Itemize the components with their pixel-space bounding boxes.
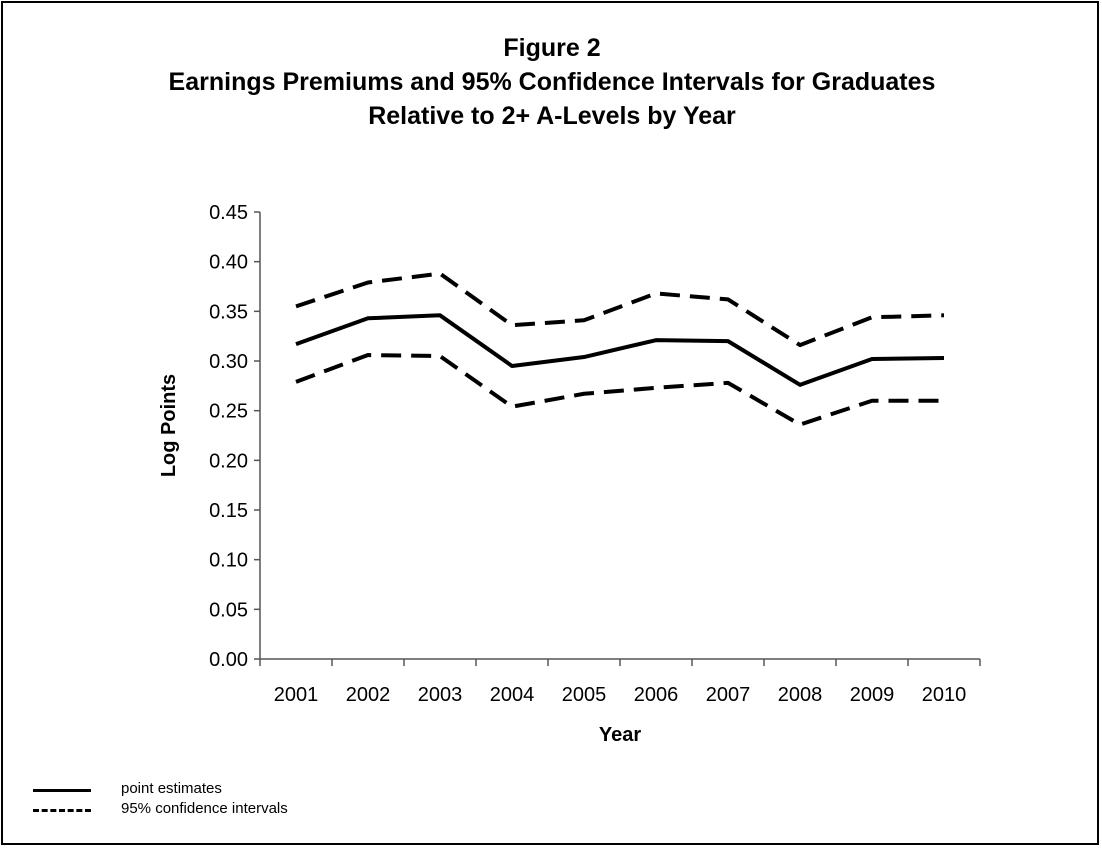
series-layer — [295, 271, 945, 427]
x-tick-label: 2009 — [850, 684, 895, 706]
x-tick-label: 2010 — [922, 684, 967, 706]
y-tick-label: 0.25 — [209, 401, 248, 423]
y-tick-label: 0.15 — [209, 500, 248, 522]
legend-swatch-solid — [33, 789, 91, 792]
x-axis-ticks: 2001 2002 2003 2004 2005 2006 2007 2008 2009 2010 — [259, 659, 981, 706]
x-tick-label: 2002 — [346, 684, 391, 706]
y-tick-label: 0.10 — [209, 550, 248, 572]
y-axis-ticks: 0.00 0.05 0.10 0.15 0.20 0.25 0.30 0.35 0.40 0.45 — [209, 202, 260, 671]
series-point-estimates-line — [295, 313, 945, 387]
x-tick-label: 2001 — [274, 684, 319, 706]
y-tick-label: 0.20 — [209, 450, 248, 472]
x-tick-label: 2008 — [778, 684, 823, 706]
legend-label-point-estimates: point estimates — [121, 780, 222, 797]
x-axis-label: Year — [599, 724, 641, 746]
title-line-1: Figure 2 — [503, 34, 601, 62]
legend-item-confidence-intervals: 95% confidence intervals — [33, 799, 333, 819]
series-lower-ci-line — [295, 353, 944, 427]
x-tick-label: 2006 — [634, 684, 679, 706]
chart-title: Figure 2 Earnings Premiums and 95% Confi… — [3, 31, 1101, 133]
y-tick-label: 0.35 — [209, 301, 248, 323]
series-upper-ci-line — [295, 271, 945, 348]
x-tick-label: 2004 — [490, 684, 535, 706]
legend-item-point-estimates: point estimates — [33, 779, 333, 799]
legend-label-confidence-intervals: 95% confidence intervals — [121, 800, 288, 817]
x-tick-label: 2007 — [706, 684, 751, 706]
title-line-2: Earnings Premiums and 95% Confidence Int… — [168, 68, 936, 96]
y-tick-label: 0.40 — [209, 252, 248, 274]
y-axis-label: Log Points — [158, 374, 180, 477]
x-tick-label: 2005 — [562, 684, 607, 706]
line-chart: 0.00 0.05 0.10 0.15 0.20 0.25 0.30 0.35 0.40 0.45… — [158, 202, 981, 746]
x-tick-label: 2003 — [418, 684, 463, 706]
y-tick-label: 0.00 — [209, 649, 248, 671]
y-tick-label: 0.05 — [209, 599, 248, 621]
axes — [259, 212, 980, 660]
title-line-3: Relative to 2+ A-Levels by Year — [368, 102, 736, 130]
legend-swatch-dashed — [33, 809, 91, 812]
y-tick-label: 0.45 — [209, 202, 248, 224]
y-tick-label: 0.30 — [209, 351, 248, 373]
